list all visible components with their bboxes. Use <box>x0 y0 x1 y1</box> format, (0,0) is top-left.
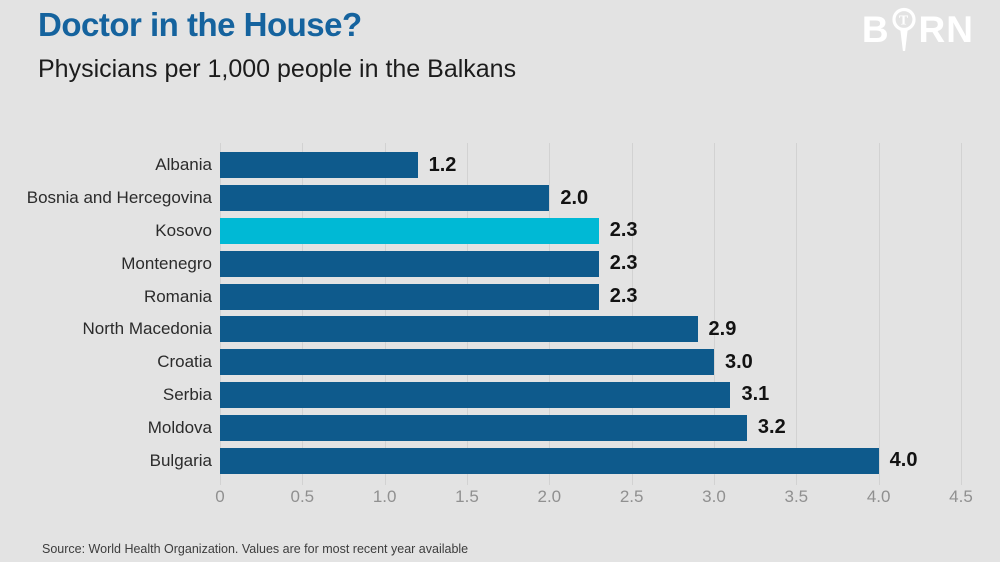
category-label: Bulgaria <box>149 450 212 470</box>
x-tick-label: 0.5 <box>290 487 315 506</box>
bar-row: Moldova 3.2 <box>0 411 1000 444</box>
gridline <box>631 143 633 485</box>
gridline <box>302 143 304 485</box>
logo-text-right: RN <box>918 8 974 50</box>
value-label: 2.0 <box>560 186 589 209</box>
value-label: 2.3 <box>609 285 638 308</box>
value-label: 1.2 <box>428 153 457 176</box>
source-note: Source: World Health Organization. Value… <box>42 542 469 556</box>
gridline <box>878 143 880 485</box>
bar-row: Kosovo 2.3 <box>0 215 1000 248</box>
bar-row: Serbia 3.1 <box>0 379 1000 412</box>
gridline <box>384 143 386 485</box>
x-axis: 0 0.5 1.0 1.5 2.0 2.5 3.0 3.5 4.0 4.5 <box>0 487 1000 509</box>
category-label: Kosovo <box>155 220 212 240</box>
magnifier-t-icon: T <box>890 6 919 52</box>
x-tick-label: 3.0 <box>702 487 726 506</box>
gridline <box>961 143 962 485</box>
category-label: Bosnia and Hercegovina <box>26 188 212 208</box>
bar-row: Albania 1.2 <box>0 149 1000 182</box>
x-tick-label: 2.5 <box>619 487 644 506</box>
bar <box>220 185 550 212</box>
x-tick-label: 2.0 <box>537 487 562 506</box>
gridline <box>467 143 468 485</box>
x-tick-label: 1.0 <box>372 487 397 506</box>
x-tick-label: 1.5 <box>455 487 479 506</box>
birn-logo: B T RN <box>862 6 974 52</box>
bar <box>220 316 698 343</box>
svg-text:T: T <box>898 14 908 29</box>
value-label: 2.3 <box>609 219 638 242</box>
chart-title: Doctor in the House? <box>38 6 362 43</box>
value-label: 4.0 <box>889 449 918 472</box>
gridline <box>549 143 551 485</box>
x-tick-label: 0 <box>215 487 225 506</box>
bar-highlighted <box>220 217 599 244</box>
bar-row: Romania 2.3 <box>0 280 1000 313</box>
bar <box>220 152 418 179</box>
logo-text-left: B <box>861 8 890 50</box>
bar <box>220 447 879 474</box>
category-label: North Macedonia <box>82 319 212 339</box>
category-label: Moldova <box>147 417 212 437</box>
gridline <box>714 143 715 485</box>
bar-row: Bosnia and Hercegovina 2.0 <box>0 182 1000 215</box>
gridline <box>220 143 221 485</box>
x-tick-label: 3.5 <box>784 487 809 506</box>
x-tick-label: 4.5 <box>949 487 973 506</box>
bar-row: Croatia 3.0 <box>0 346 1000 379</box>
bar-row: Montenegro 2.3 <box>0 247 1000 280</box>
bar <box>220 349 714 376</box>
bar <box>220 414 747 441</box>
value-label: 3.0 <box>725 350 753 373</box>
bar <box>220 381 731 408</box>
category-label: Albania <box>155 155 212 175</box>
chart-subtitle: Physicians per 1,000 people in the Balka… <box>38 55 517 83</box>
gridline <box>796 143 798 485</box>
bar <box>220 250 599 277</box>
bar-row: North Macedonia 2.9 <box>0 313 1000 346</box>
category-label: Romania <box>143 286 212 306</box>
value-label: 3.2 <box>757 416 786 439</box>
bar <box>220 283 599 310</box>
value-label: 2.9 <box>708 317 737 340</box>
bars-area: Albania 1.2 Bosnia and Hercegovina 2.0 Kosov… <box>0 149 1000 477</box>
category-label: Serbia <box>162 384 212 404</box>
category-label: Montenegro <box>121 253 212 273</box>
x-tick-label: 4.0 <box>866 487 891 506</box>
category-label: Croatia <box>157 352 212 372</box>
bar-row: Bulgaria 4.0 <box>0 444 1000 477</box>
value-label: 2.3 <box>609 252 638 275</box>
value-label: 3.1 <box>741 383 770 406</box>
